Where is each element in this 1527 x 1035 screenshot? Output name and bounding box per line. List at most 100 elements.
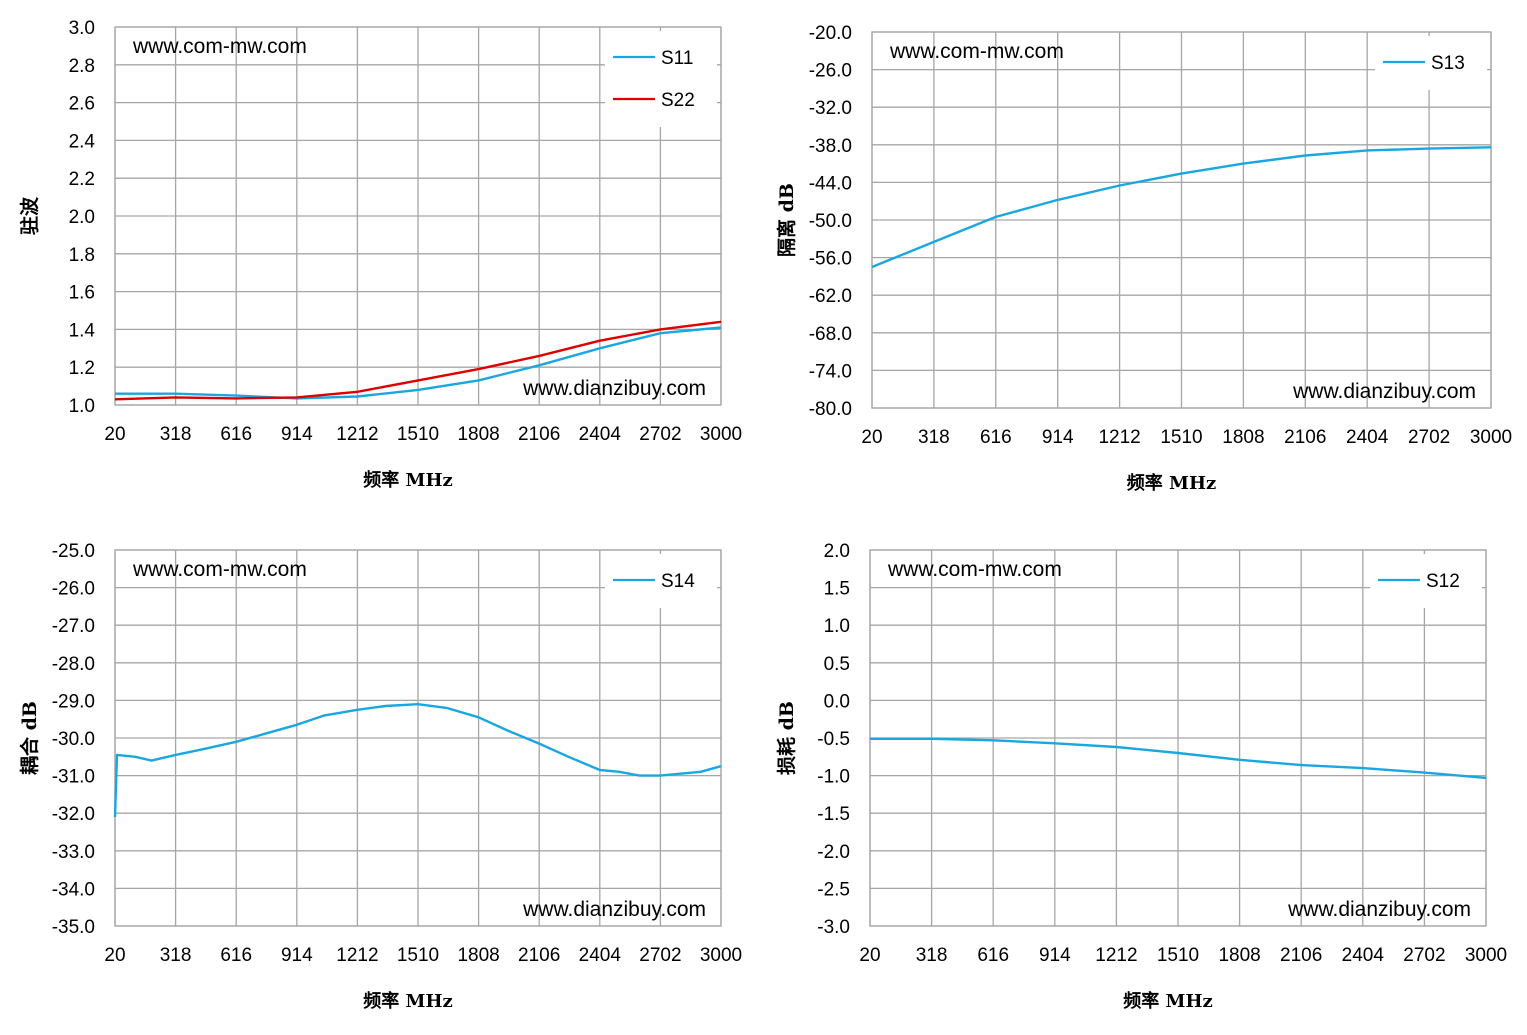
series-line: [115, 326, 722, 400]
y-tick-label: 2.2: [69, 169, 95, 190]
watermark-bottom: www.dianzibuy.com: [522, 377, 706, 400]
y-tick-label: 3.0: [69, 18, 95, 39]
x-tick-label: 1212: [336, 424, 378, 445]
chart-panel-vswr: 1.0 1.2 1.4 1.6 1.8 2.0 2.2 2.4 2.6 2.8 3.0 20 318 61…: [0, 0, 760, 515]
y-tick-label: 0.0: [824, 691, 850, 712]
y-tick-label: -27.0: [52, 616, 95, 637]
x-tick-label: 1212: [336, 945, 378, 966]
y-tick-label: 2.4: [69, 131, 96, 152]
x-tick-label: 1510: [397, 945, 439, 966]
chart-coupling: -35.0 -34.0 -33.0 -32.0 -31.0 -30.0 -29.0 -28.0…: [18, 541, 742, 1012]
x-tick-label: 1808: [1218, 945, 1260, 966]
x-tick-label: 2106: [518, 945, 560, 966]
y-axis-title: 驻波: [18, 196, 41, 235]
y-tick-label: 2.8: [69, 56, 95, 77]
y-tick-label: -50.0: [809, 211, 852, 232]
x-tick-label: 914: [281, 945, 313, 966]
x-tick-label: 2404: [579, 945, 622, 966]
chart-isolation: -80.0 -74.0 -68.0 -62.0 -56.0 -50.0 -44.0 -38.0…: [775, 23, 1512, 494]
y-tick-label: -32.0: [809, 98, 852, 119]
y-tick-label: -1.5: [817, 804, 850, 825]
x-axis-title: 频率 MHz: [1127, 472, 1216, 494]
watermark-top: www.com-mw.com: [889, 40, 1064, 63]
y-tick-label: -30.0: [52, 729, 95, 750]
y-tick-label: -1.0: [817, 767, 850, 788]
x-tick-label: 318: [918, 427, 950, 448]
y-tick-label: 0.5: [824, 654, 850, 675]
legend-label: S11: [661, 48, 693, 69]
y-tick-label: -26.0: [809, 61, 852, 82]
x-tick-label: 1808: [457, 945, 499, 966]
x-tick-label: 3000: [700, 424, 742, 445]
y-tick-label: -44.0: [809, 173, 852, 194]
y-tick-label: 1.8: [69, 245, 95, 266]
y-tick-label: -56.0: [809, 249, 852, 270]
y-tick-label: -35.0: [52, 917, 95, 938]
watermark-bottom: www.dianzibuy.com: [1287, 898, 1471, 921]
y-axis-title: 损耗 dB: [776, 701, 798, 775]
x-tick-label: 1212: [1095, 945, 1137, 966]
x-tick-label: 20: [104, 945, 125, 966]
watermark-top: www.com-mw.com: [132, 558, 307, 581]
x-tick-label: 318: [160, 424, 192, 445]
x-tick-label: 616: [977, 945, 1009, 966]
x-tick-label: 616: [220, 424, 252, 445]
y-tick-label: -74.0: [809, 361, 852, 382]
legend-label: S13: [1431, 53, 1465, 74]
chart-vswr: 1.0 1.2 1.4 1.6 1.8 2.0 2.2 2.4 2.6 2.8 3.0 20 318 61…: [18, 18, 742, 491]
y-axis-title: 隔离 dB: [775, 183, 798, 257]
x-tick-label: 2404: [1346, 427, 1389, 448]
legend-label: S14: [661, 571, 695, 592]
y-tick-label: -38.0: [809, 136, 852, 157]
watermark-bottom: www.dianzibuy.com: [522, 898, 706, 921]
series-line: [870, 737, 1487, 780]
x-tick-label: 2702: [1408, 427, 1450, 448]
chart-loss: -3.0 -2.5 -2.0 -1.5 -1.0 -0.5 0.0 0.5 1.0 1.5 2.0 2…: [776, 541, 1507, 1012]
x-tick-label: 616: [220, 945, 252, 966]
y-tick-label: -2.0: [817, 842, 850, 863]
y-tick-label: 1.6: [69, 283, 95, 304]
y-tick-label: -62.0: [809, 286, 852, 307]
x-tick-label: 2404: [579, 424, 622, 445]
x-tick-label: 1510: [1157, 945, 1199, 966]
x-tick-label: 1212: [1098, 427, 1140, 448]
y-tick-label: 1.4: [69, 320, 96, 341]
y-axis-title: 耦合 dB: [18, 701, 41, 775]
y-tick-label: 2.0: [69, 207, 95, 228]
plot-area: [114, 26, 722, 406]
y-tick-label: 1.0: [824, 616, 850, 637]
y-tick-label: 1.5: [824, 579, 850, 600]
x-tick-label: 914: [281, 424, 313, 445]
x-tick-label: 2106: [1284, 427, 1326, 448]
x-axis-title: 频率 MHz: [363, 469, 452, 491]
x-tick-label: 3000: [700, 945, 742, 966]
x-tick-label: 318: [916, 945, 948, 966]
x-axis-title: 频率 MHz: [1123, 990, 1212, 1012]
series-line: [871, 146, 1492, 269]
y-tick-label: -80.0: [809, 399, 852, 420]
watermark-top: www.com-mw.com: [887, 558, 1062, 581]
y-tick-label: -20.0: [809, 23, 852, 44]
y-tick-label: -33.0: [52, 842, 95, 863]
x-tick-label: 914: [1042, 427, 1074, 448]
x-tick-label: 20: [104, 424, 125, 445]
y-tick-label: -34.0: [52, 879, 95, 900]
x-tick-label: 20: [861, 427, 882, 448]
y-tick-label: -2.5: [817, 879, 850, 900]
y-tick-label: 1.2: [69, 358, 95, 379]
y-tick-label: -0.5: [817, 729, 850, 750]
y-tick-label: 2.0: [824, 541, 850, 562]
y-tick-label: -3.0: [817, 917, 850, 938]
x-axis-title: 频率 MHz: [363, 990, 452, 1012]
watermark-bottom: www.dianzibuy.com: [1292, 380, 1476, 403]
legend-label: S22: [661, 90, 695, 111]
x-tick-label: 1808: [457, 424, 499, 445]
x-tick-label: 2106: [518, 424, 560, 445]
legend-box: [605, 31, 717, 127]
y-tick-label: -26.0: [52, 579, 95, 600]
x-tick-label: 914: [1039, 945, 1071, 966]
x-tick-label: 616: [980, 427, 1012, 448]
chart-panel-loss: -3.0 -2.5 -2.0 -1.5 -1.0 -0.5 0.0 0.5 1.0 1.5 2.0 2…: [757, 520, 1517, 1035]
watermark-top: www.com-mw.com: [132, 35, 307, 58]
x-tick-label: 1510: [397, 424, 439, 445]
